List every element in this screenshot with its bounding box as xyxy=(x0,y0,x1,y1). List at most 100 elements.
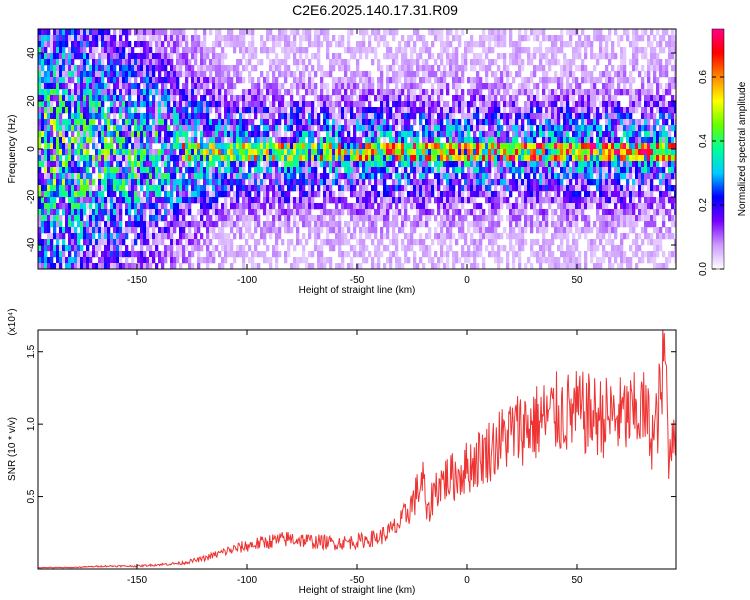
spectrogram-cell xyxy=(92,167,96,174)
spectrogram-cell xyxy=(290,101,294,108)
spectrogram-cell xyxy=(68,203,72,210)
spectrogram-cell xyxy=(47,185,51,192)
spectrogram-cell xyxy=(59,101,63,108)
spectrogram-cell xyxy=(347,173,351,180)
spectrogram-cell xyxy=(311,125,315,132)
spectrogram-cell xyxy=(125,29,129,36)
spectrogram-cell xyxy=(47,119,51,126)
spectrogram-cell xyxy=(317,137,321,144)
spectrogram-cell xyxy=(431,179,435,186)
spectrogram-cell xyxy=(185,119,189,126)
spectrogram-cell xyxy=(395,29,399,36)
spectrogram-cell xyxy=(170,41,174,48)
spectrogram-cell xyxy=(446,203,450,210)
spectrogram-cell xyxy=(134,221,138,228)
spectrogram-cell xyxy=(299,239,303,246)
spectrogram-cell xyxy=(311,173,315,180)
spectrogram-cell xyxy=(131,245,135,252)
spectrogram-cell xyxy=(287,209,291,216)
spectrogram-cell xyxy=(209,215,213,222)
spectrogram-cell xyxy=(305,221,309,228)
spectrogram-cell xyxy=(83,65,87,72)
spectrogram-cell xyxy=(305,167,309,174)
spectrogram-cell xyxy=(404,179,408,186)
spectrogram-cell xyxy=(98,149,102,156)
spectrogram-cell xyxy=(59,167,63,174)
spectrogram-cell xyxy=(488,59,492,66)
spectrogram-cell xyxy=(197,71,201,78)
spectrogram-cell xyxy=(368,155,372,162)
spectrogram-cell xyxy=(95,47,99,54)
spectrogram-cell xyxy=(38,53,42,60)
spectrogram-cell xyxy=(137,131,141,138)
spectrogram-cell xyxy=(359,233,363,240)
spectrogram-cell xyxy=(41,245,45,252)
spectrogram-cell xyxy=(215,137,219,144)
spectrogram-cell xyxy=(341,233,345,240)
spectrogram-cell xyxy=(86,191,90,198)
spectrogram-cell xyxy=(143,47,147,54)
spectrogram-cell xyxy=(371,215,375,222)
spectrogram-cell xyxy=(107,29,111,36)
spectrogram-cell xyxy=(161,137,165,144)
spectrogram-cell xyxy=(59,77,63,84)
spectrogram-cell xyxy=(125,173,129,180)
spectrogram-cell xyxy=(53,41,57,48)
spectrogram-cell xyxy=(110,101,114,108)
spectrogram-cell xyxy=(287,245,291,252)
spectrogram-cell xyxy=(179,125,183,132)
spectrogram-cell xyxy=(296,203,300,210)
spectrogram-cell xyxy=(419,245,423,252)
spectrogram-cell xyxy=(104,161,108,168)
spectrogram-cell xyxy=(287,161,291,168)
spectrogram-cell xyxy=(209,161,213,168)
spectrogram-cell xyxy=(47,143,51,150)
spectrogram-cell xyxy=(86,161,90,168)
spectrogram-cell xyxy=(194,161,198,168)
spectrogram-cell xyxy=(257,191,261,198)
spectrogram-cell xyxy=(59,65,63,72)
spectrogram-cell xyxy=(482,35,486,42)
spectrogram-cell xyxy=(371,263,375,269)
spectrogram-cell xyxy=(482,209,486,216)
spectrogram-cell xyxy=(98,227,102,234)
spectrogram-cell xyxy=(440,143,444,150)
spectrogram-cell xyxy=(395,137,399,144)
spectrogram-cell xyxy=(65,131,69,138)
spectrogram-cell xyxy=(269,143,273,150)
spectrogram-cell xyxy=(428,245,432,252)
spectrogram-cell xyxy=(134,161,138,168)
spectrogram-cell xyxy=(263,41,267,48)
spectrogram-cell xyxy=(44,71,48,78)
spectrogram-cell xyxy=(80,191,84,198)
spectrogram-cell xyxy=(404,251,408,258)
spectrogram-cell xyxy=(359,53,363,60)
spectrogram-cell xyxy=(395,251,399,258)
spectrogram-cell xyxy=(248,257,252,264)
spectrogram-cell xyxy=(440,29,444,36)
spectrogram-cell xyxy=(386,197,390,204)
spectrogram-cell xyxy=(215,209,219,216)
spectrogram-cell xyxy=(128,53,132,60)
spectrogram-cell xyxy=(116,53,120,60)
spectrogram-cell xyxy=(65,65,69,72)
spectrogram-cell xyxy=(341,131,345,138)
spectrogram-cell xyxy=(389,191,393,198)
spectrogram-cell xyxy=(95,77,99,84)
spectrogram-cell xyxy=(251,65,255,72)
spectrogram-cell xyxy=(479,167,483,174)
spectrogram-cell xyxy=(437,107,441,114)
spectrogram-cell xyxy=(38,251,42,258)
spectrogram-cell xyxy=(401,167,405,174)
spectrogram-cell xyxy=(359,155,363,162)
spectrogram-cell xyxy=(44,131,48,138)
spectrogram-cell xyxy=(53,53,57,60)
spectrogram-cell xyxy=(341,113,345,120)
spectrogram-cell xyxy=(461,143,465,150)
spectrogram-cell xyxy=(461,215,465,222)
spectrogram-cell xyxy=(164,137,168,144)
spectrogram-cell xyxy=(419,101,423,108)
spectrogram-cell xyxy=(431,149,435,156)
spectrogram-cell xyxy=(233,221,237,228)
spectrogram-cell xyxy=(191,119,195,126)
